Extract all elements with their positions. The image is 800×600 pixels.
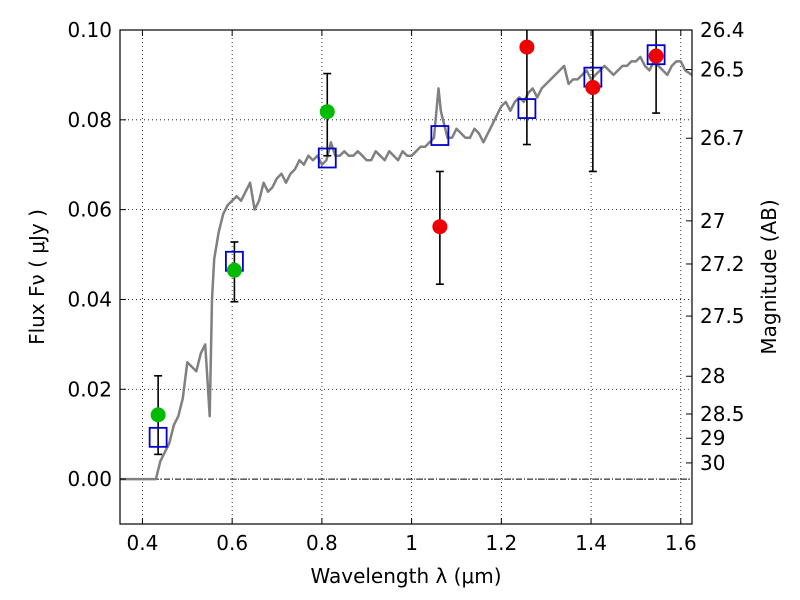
series-layer <box>120 30 692 481</box>
red-data-point <box>648 48 664 64</box>
model-square-marker <box>148 426 168 448</box>
plot-frame <box>119 29 693 525</box>
ticks: 0.4 0.6 0.8 1 1.2 1.4 1.6 0.00 0.02 0.04 0.06 0.08 0… <box>67 18 744 555</box>
magnitude-tick-label: 28 <box>700 364 725 388</box>
model-square-marker <box>430 125 450 146</box>
red-data-point <box>585 79 601 95</box>
y-tick-label: 0.02 <box>67 377 112 401</box>
y-tick-label: 0.06 <box>67 198 112 222</box>
magnitude-tick-label: 28.5 <box>700 402 745 426</box>
red-data-point <box>432 219 448 235</box>
magnitude-tick-label: 26.5 <box>700 58 745 82</box>
red-data-point <box>519 39 535 55</box>
x-tick-label: 0.6 <box>216 531 248 555</box>
y2-axis-label: Magnitude (AB) <box>757 199 781 354</box>
y-axis-label: Flux Fν ( μJy ) <box>25 209 49 345</box>
green-data-point <box>226 262 242 278</box>
x-tick-label: 1 <box>405 531 418 555</box>
x-tick-label: 0.8 <box>306 531 338 555</box>
y-tick-label: 0.00 <box>67 467 112 491</box>
x-axis-label: Wavelength λ (μm) <box>310 564 501 588</box>
model-square-marker <box>646 44 666 66</box>
x-tick-label: 0.4 <box>127 531 159 555</box>
plot-background <box>120 30 692 524</box>
magnitude-tick-label: 26.7 <box>700 126 745 150</box>
x-tick-label: 1.6 <box>665 531 697 555</box>
magnitude-tick-label: 26.4 <box>700 18 745 42</box>
magnitude-tick-label: 27.2 <box>700 252 745 276</box>
model-square-marker <box>517 98 537 119</box>
spectrum-line <box>120 55 692 481</box>
green-data-point <box>150 407 166 423</box>
magnitude-tick-label: 27.5 <box>700 304 745 328</box>
model-square-marker <box>317 147 337 169</box>
magnitude-tick-label: 30 <box>700 451 725 475</box>
y-tick-label: 0.08 <box>67 108 112 132</box>
magnitude-tick-label: 27 <box>700 209 725 233</box>
y-tick-label: 0.10 <box>67 18 112 42</box>
green-data-point <box>319 104 335 120</box>
x-tick-label: 1.2 <box>485 531 517 555</box>
y-tick-label: 0.04 <box>67 287 112 311</box>
x-tick-label: 1.4 <box>575 531 607 555</box>
clipped-series <box>120 30 692 481</box>
magnitude-tick-label: 29 <box>700 426 725 450</box>
